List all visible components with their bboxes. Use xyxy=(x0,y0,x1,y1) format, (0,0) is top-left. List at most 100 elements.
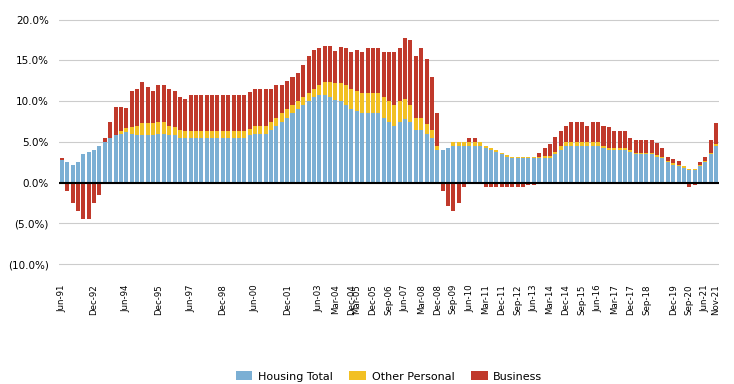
Bar xyxy=(564,126,568,142)
Bar xyxy=(586,126,589,142)
Bar xyxy=(596,146,600,183)
Bar xyxy=(521,157,525,158)
Bar xyxy=(698,166,702,183)
Bar xyxy=(494,150,498,152)
Bar xyxy=(714,144,718,146)
Bar xyxy=(339,83,343,101)
Bar xyxy=(494,152,498,183)
Bar xyxy=(200,95,203,131)
Bar xyxy=(189,95,192,131)
Bar xyxy=(65,183,69,191)
Bar xyxy=(221,131,225,138)
Bar xyxy=(285,109,289,118)
Bar xyxy=(349,89,354,109)
Bar xyxy=(323,46,327,83)
Bar xyxy=(612,150,617,183)
Bar xyxy=(189,131,192,138)
Bar xyxy=(382,52,385,97)
Bar xyxy=(172,136,177,183)
Bar xyxy=(553,137,557,152)
Bar xyxy=(489,150,493,183)
Bar xyxy=(253,89,257,126)
Bar xyxy=(607,148,611,150)
Bar xyxy=(333,99,338,183)
Bar xyxy=(403,99,407,119)
Bar xyxy=(307,56,310,93)
Bar xyxy=(275,85,278,118)
Bar xyxy=(344,85,348,105)
Bar xyxy=(559,146,563,150)
Bar xyxy=(184,131,187,138)
Bar xyxy=(440,150,445,183)
Bar xyxy=(237,95,241,131)
Bar xyxy=(435,113,439,146)
Bar xyxy=(666,162,670,183)
Bar xyxy=(586,142,589,146)
Bar xyxy=(328,46,332,83)
Bar xyxy=(586,146,589,183)
Bar xyxy=(424,124,429,134)
Bar xyxy=(462,142,466,146)
Bar xyxy=(398,101,401,122)
Bar xyxy=(714,123,718,144)
Bar xyxy=(703,161,708,162)
Bar xyxy=(677,161,680,165)
Bar xyxy=(580,142,584,146)
Bar xyxy=(253,134,257,183)
Bar xyxy=(317,85,321,95)
Bar xyxy=(355,91,359,111)
Bar xyxy=(484,183,487,187)
Bar xyxy=(124,132,128,183)
Bar xyxy=(221,95,225,131)
Bar xyxy=(301,65,305,97)
Bar xyxy=(714,146,718,183)
Bar xyxy=(98,146,101,183)
Bar xyxy=(70,165,75,183)
Bar xyxy=(687,183,691,187)
Bar xyxy=(210,131,214,138)
Bar xyxy=(516,158,520,183)
Bar xyxy=(156,85,161,122)
Bar xyxy=(269,122,273,130)
Bar xyxy=(200,131,203,138)
Bar xyxy=(87,152,91,183)
Bar xyxy=(130,127,134,134)
Bar xyxy=(349,109,354,183)
Bar xyxy=(698,165,702,166)
Bar xyxy=(682,168,686,183)
Bar xyxy=(124,128,128,132)
Bar xyxy=(200,138,203,183)
Bar xyxy=(644,152,648,154)
Bar xyxy=(575,122,578,142)
Bar xyxy=(366,48,370,93)
Bar xyxy=(344,105,348,183)
Bar xyxy=(226,95,230,131)
Bar xyxy=(231,95,236,131)
Bar xyxy=(215,95,219,131)
Bar xyxy=(178,138,182,183)
Bar xyxy=(457,142,461,146)
Bar xyxy=(146,123,150,136)
Bar xyxy=(124,108,128,128)
Bar xyxy=(661,157,664,158)
Bar xyxy=(280,122,284,183)
Bar xyxy=(516,157,520,158)
Bar xyxy=(424,59,429,124)
Bar xyxy=(130,91,134,127)
Bar xyxy=(521,158,525,183)
Bar xyxy=(633,140,638,152)
Bar xyxy=(553,152,557,154)
Bar xyxy=(328,83,332,97)
Bar xyxy=(194,138,198,183)
Bar xyxy=(366,93,370,113)
Bar xyxy=(108,122,112,138)
Bar xyxy=(419,130,424,183)
Bar xyxy=(339,46,343,83)
Bar xyxy=(650,154,654,183)
Bar xyxy=(435,150,439,183)
Bar xyxy=(146,86,150,123)
Bar xyxy=(489,148,493,150)
Bar xyxy=(510,157,515,158)
Bar xyxy=(596,142,600,146)
Bar xyxy=(553,154,557,183)
